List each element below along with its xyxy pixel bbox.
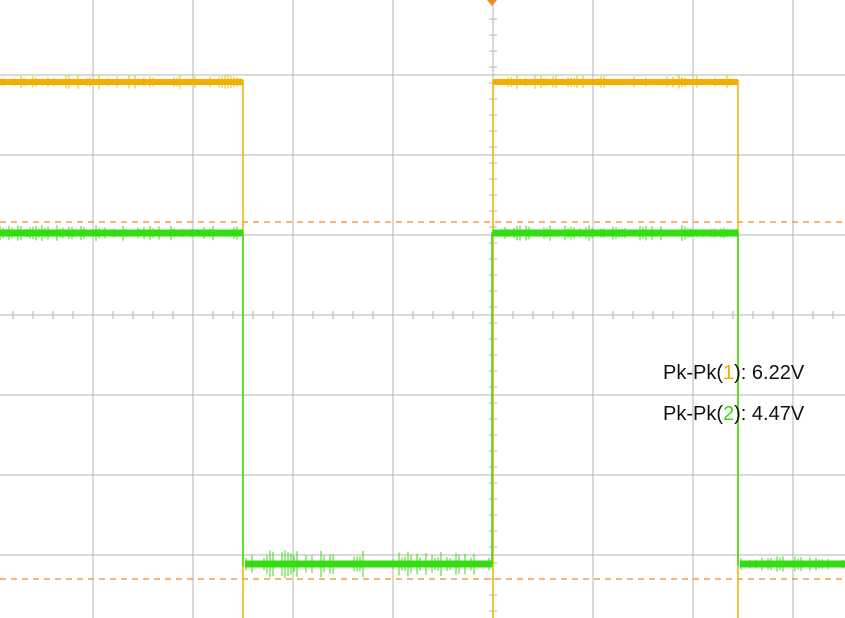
trigger-marker [487,0,497,6]
measurement-separator: ): [734,403,746,425]
measurement-label: Pk-Pk( [663,362,723,384]
measurement-value: 4.47V [752,403,805,425]
trace-noise [0,75,844,578]
measurement-value: 6.22V [752,362,805,384]
channel-number: 2 [723,403,734,425]
measurement-separator: ): [734,362,746,384]
measurement: Pk-Pk(2): 4.47V [663,403,805,425]
measurement-label: Pk-Pk( [663,403,723,425]
channel-number: 1 [723,362,734,384]
measurement: Pk-Pk(1): 6.22V [663,362,805,384]
